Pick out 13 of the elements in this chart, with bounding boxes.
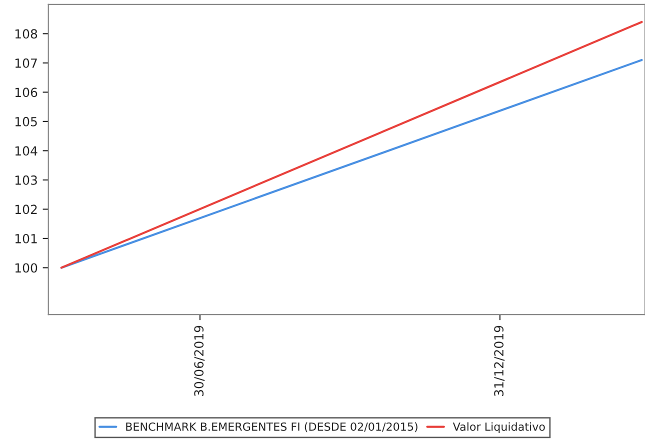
y-tick-label: 106 [15,88,38,98]
legend-label: Valor Liquidativo [452,422,545,433]
y-tick-label: 102 [15,204,37,214]
y-tick-label: 100 [15,263,38,273]
x-tick-label: 31/12/2019 [494,326,505,396]
y-tick-label: 101 [15,234,37,244]
y-tick-label: 104 [15,146,38,156]
y-tick-label: 107 [15,58,37,68]
y-tick-label: 103 [15,175,37,185]
legend-label: BENCHMARK B.EMERGENTES FI (DESDE 02/01/2015) [126,422,418,432]
y-tick-label: 108 [15,29,38,39]
y-tick-label: 105 [15,116,37,126]
x-tick-label: 30/06/2019 [194,326,205,396]
